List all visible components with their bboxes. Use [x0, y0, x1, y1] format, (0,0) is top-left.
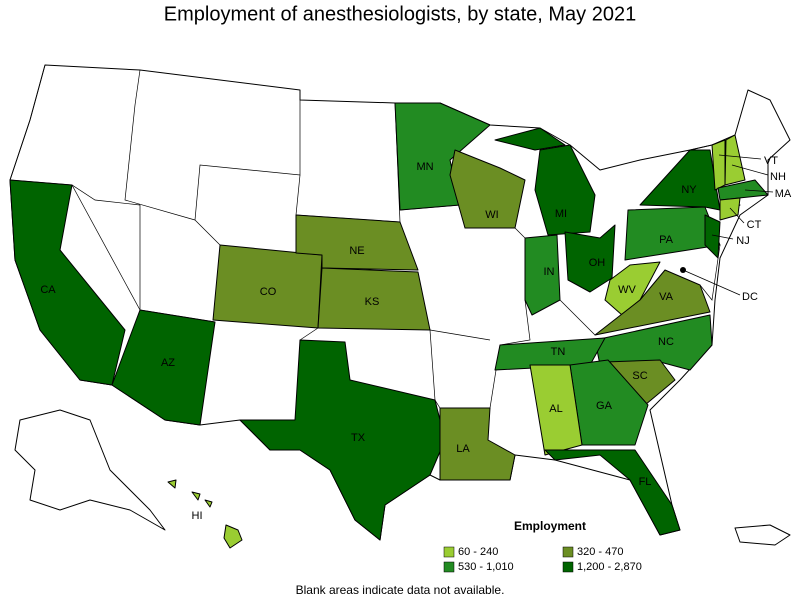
state-label: AZ [161, 357, 175, 369]
state-label: NE [349, 245, 364, 257]
leader-line [744, 189, 774, 193]
state-label: LA [456, 443, 470, 455]
legend-label: 320 - 470 [577, 546, 623, 558]
state-label: NJ [736, 235, 749, 247]
state-label: TX [351, 432, 366, 444]
state-label: FL [639, 476, 652, 488]
state-shape [111, 309, 216, 426]
state-label: TN [551, 346, 566, 358]
legend-label: 1,200 - 2,870 [577, 561, 642, 573]
state-label: PA [659, 234, 674, 246]
footnote: Blank areas indicate data not available. [296, 583, 505, 597]
state-label: NC [658, 336, 674, 348]
state-label: HI [192, 510, 203, 522]
state-shape [704, 214, 721, 259]
state-shape [191, 491, 201, 501]
state-shape [534, 144, 596, 236]
state-shape [223, 524, 243, 549]
leader-line [718, 154, 762, 160]
state-labels: CA AZ TX CO NE KS MN WI LA MI IN OH PA NY NJ VT NH MA CT WV… [40, 154, 792, 522]
leader-line [682, 269, 741, 296]
states [9, 102, 769, 549]
state-label: VT [764, 155, 778, 167]
legend-label: 530 - 1,010 [458, 561, 514, 573]
legend-swatch [443, 561, 455, 573]
state-shape [204, 499, 213, 508]
state-label: WI [485, 209, 498, 221]
state-shape [624, 206, 721, 261]
state-shape [439, 407, 516, 481]
state-label: WV [618, 284, 636, 296]
leader-line [729, 207, 745, 224]
state-shape [524, 234, 561, 316]
state-label: SC [632, 370, 647, 382]
legend-swatch [562, 546, 574, 558]
state-label: GA [596, 400, 613, 412]
state-shape [494, 127, 566, 151]
state-shape [594, 269, 711, 336]
map-title: Employment of anesthesiologists, by stat… [164, 3, 636, 25]
state-label: DC [742, 291, 758, 303]
state-label: VA [659, 291, 674, 303]
state-shape [544, 449, 681, 536]
state-shape [239, 339, 446, 541]
leader-line [711, 234, 734, 240]
state-shape [317, 267, 431, 331]
state-label: CA [40, 284, 56, 296]
state-shape [719, 197, 741, 221]
state-label: MA [775, 188, 792, 200]
state-label: IN [544, 266, 555, 278]
state-shape [449, 149, 526, 229]
legend: 60 - 240 320 - 470 530 - 1,010 1,200 - 2,87… [443, 546, 642, 573]
state-label: MI [555, 208, 567, 220]
state-label: MN [416, 161, 433, 173]
state-label: NY [681, 184, 697, 196]
legend-label: 60 - 240 [458, 546, 498, 558]
state-label: AL [549, 403, 562, 415]
legend-title: Employment [514, 519, 586, 533]
state-shape [394, 102, 491, 211]
state-shape [167, 479, 177, 489]
state-shape [529, 364, 583, 456]
state-shape [724, 134, 746, 186]
state-label: KS [365, 296, 380, 308]
state-label: OH [589, 257, 606, 269]
leader-line [731, 164, 769, 176]
legend-swatch [443, 546, 455, 558]
legend-swatch [562, 561, 574, 573]
state-shape [717, 179, 769, 201]
state-label: NH [770, 171, 786, 183]
state-label: CO [260, 286, 277, 298]
state-label: CT [747, 219, 762, 231]
